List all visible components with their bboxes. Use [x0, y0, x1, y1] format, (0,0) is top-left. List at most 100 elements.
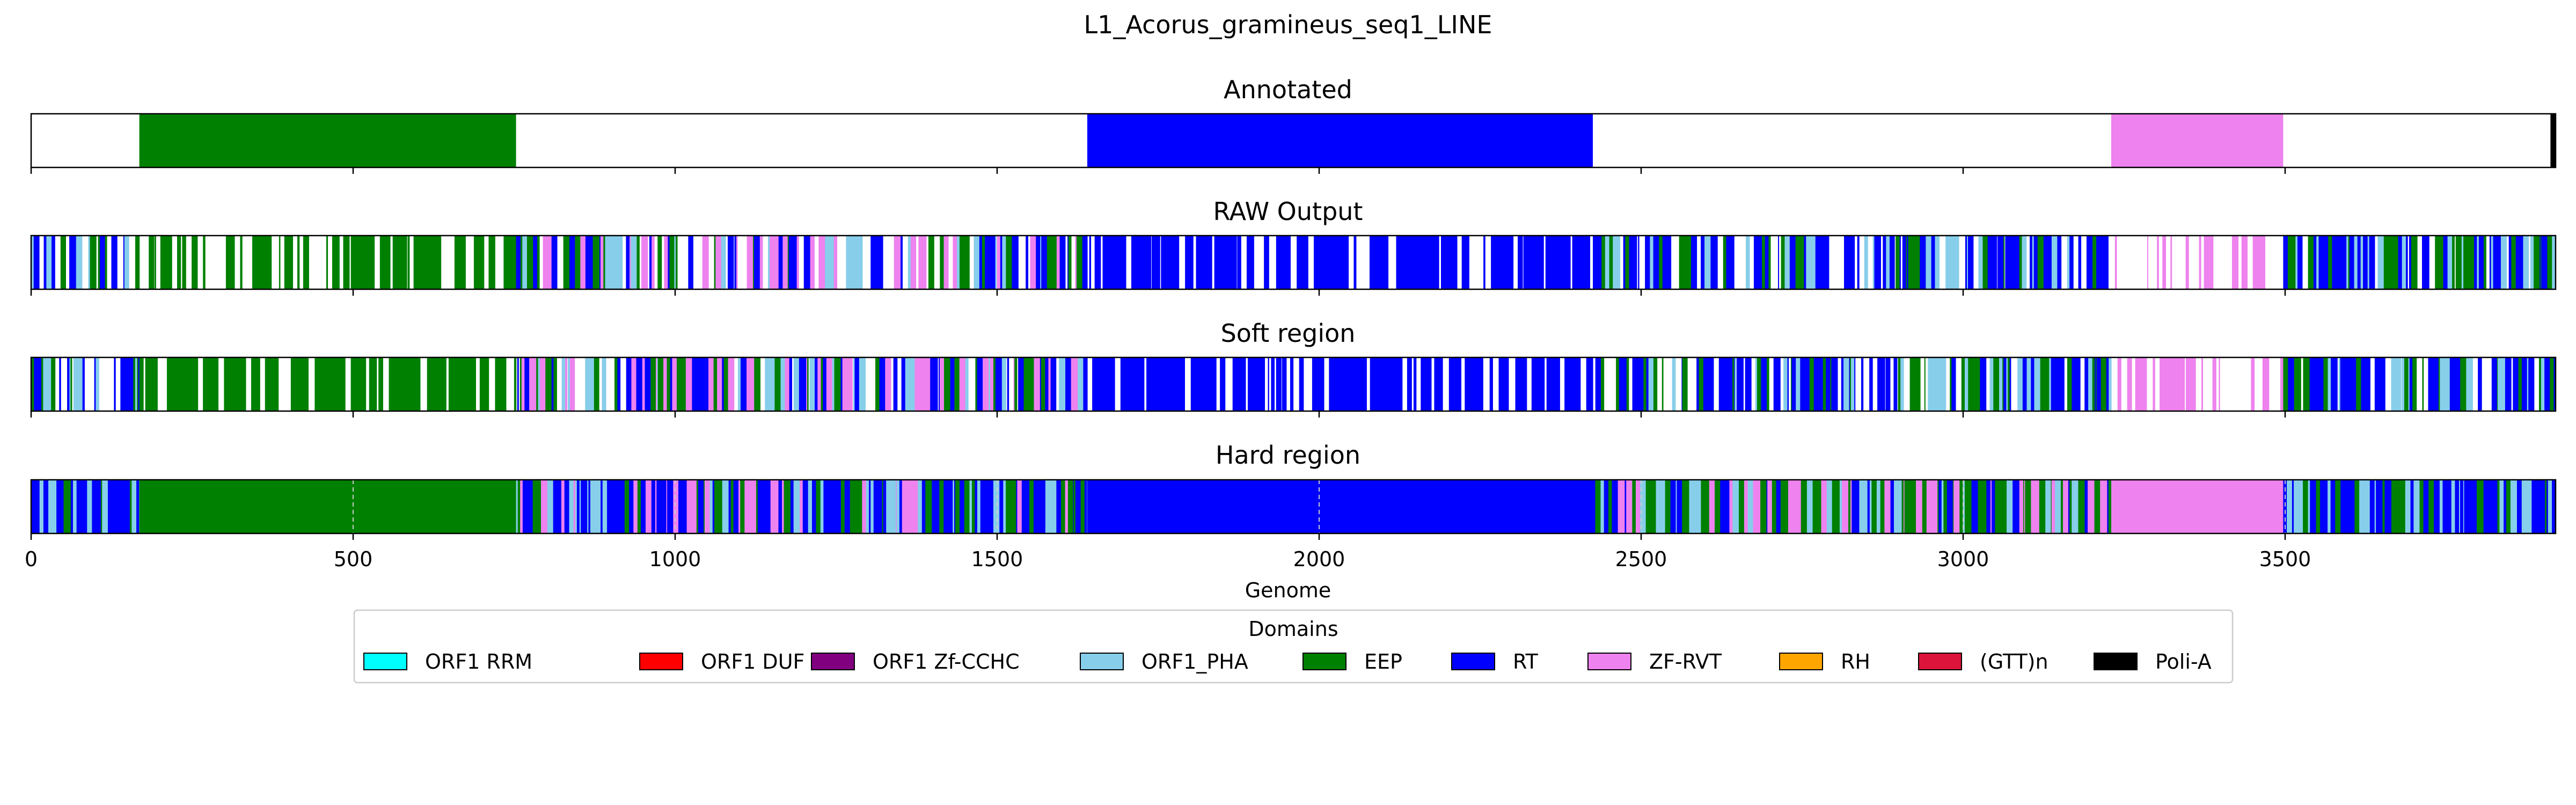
segment-eep [716, 357, 718, 411]
segment-rt [1670, 480, 1677, 533]
segment-orf1-pha [1938, 357, 1940, 411]
segment-rt [2074, 357, 2081, 411]
segment-rt [33, 236, 35, 289]
segment-zf-rvt [1758, 480, 1761, 533]
segment-rt [588, 480, 591, 533]
segment-orf1-pha [2440, 357, 2441, 411]
segment-rt [2068, 480, 2070, 533]
segment-rt [2051, 357, 2054, 411]
segment-rt [1876, 236, 1877, 289]
segment-rt [1773, 357, 1775, 411]
segment-eep [416, 480, 420, 533]
segment-rt [712, 480, 715, 533]
segment-eep [398, 357, 403, 411]
segment-zf-rvt [2193, 480, 2194, 533]
segment-rt [1703, 357, 1710, 411]
segment-rt [1333, 357, 1336, 411]
segment-orf1-pha [657, 357, 658, 411]
segment-rt [1282, 357, 1284, 411]
segment-rt [936, 357, 938, 411]
segment-rt [2298, 236, 2303, 289]
segment-eep [1699, 357, 1704, 411]
panel-title-soft-region: Soft region [1221, 319, 1356, 348]
segment-eep [129, 480, 132, 533]
segment-rt [2455, 480, 2460, 533]
segment-eep [435, 480, 438, 533]
segment-eep [1701, 480, 1707, 533]
segment-rt [1344, 236, 1347, 289]
segment-rt [2057, 236, 2062, 289]
segment-eep [378, 357, 383, 411]
segment-rt [94, 480, 98, 533]
segment-rt [1178, 357, 1185, 411]
segment-eep [2534, 236, 2540, 289]
segment-eep [389, 480, 395, 533]
segment-rt [1451, 357, 1455, 411]
segment-rt [1371, 357, 1377, 411]
segment-rt [1452, 236, 1458, 289]
segment-eep [166, 357, 173, 411]
segment-zf-rvt [773, 236, 779, 289]
segment-rt [2012, 480, 2016, 533]
segment-rt [960, 480, 965, 533]
segment-eep [356, 236, 362, 289]
segment-rt [1120, 357, 1125, 411]
segment-eep [484, 480, 488, 533]
segment-rt [1345, 480, 1348, 533]
segment-rt [1445, 480, 1452, 533]
segment-orf1-pha [2051, 236, 2057, 289]
segment-zf-rvt [2111, 480, 2113, 533]
segment-zf-rvt [641, 236, 648, 289]
segment-eep [614, 357, 618, 411]
segment-rt [1163, 236, 1169, 289]
segment-eep [834, 357, 841, 411]
segment-zf-rvt [2201, 357, 2204, 411]
segment-eep [229, 236, 235, 289]
segment-eep [360, 357, 363, 411]
segment-rt [1637, 357, 1644, 411]
segment-zf-rvt [1071, 357, 1075, 411]
segment-rt [2448, 480, 2452, 533]
segment-rt [1136, 357, 1139, 411]
segment-eep [714, 236, 716, 289]
segment-eep [133, 357, 136, 411]
segment-zf-rvt [2185, 357, 2190, 411]
segment-rt [1502, 480, 1506, 533]
segment-zf-rvt [692, 480, 697, 533]
segment-rt [1363, 357, 1365, 411]
segment-zf-rvt [796, 236, 799, 289]
segment-rt [1381, 480, 1388, 533]
segment-rt [1635, 357, 1638, 411]
segment-eep [377, 480, 384, 533]
segment-rt [111, 480, 116, 533]
segment-rt [979, 236, 983, 289]
segment-zf-rvt [911, 480, 913, 533]
segment-orf1-pha [2022, 236, 2027, 289]
segment-eep [197, 480, 204, 533]
segment-eep [2002, 357, 2004, 411]
segment-rt [1225, 480, 1228, 533]
segment-rt [1426, 480, 1429, 533]
segment-rt [2369, 480, 2375, 533]
segment-eep [344, 480, 348, 533]
segment-eep [1959, 480, 1963, 533]
segment-rt [2493, 480, 2498, 533]
segment-rt [901, 236, 903, 289]
segment-eep [208, 357, 210, 411]
segment-zf-rvt [704, 480, 711, 533]
segment-eep [163, 480, 169, 533]
segment-orf1-pha [860, 236, 863, 289]
segment-eep [1616, 357, 1620, 411]
segment-rt [977, 357, 983, 411]
segment-rt [1825, 236, 1829, 289]
segment-rt [2365, 357, 2370, 411]
segment-eep [274, 357, 279, 411]
segment-eep [526, 236, 533, 289]
segment-eep [237, 480, 240, 533]
segment-orf1-pha [1813, 236, 1816, 289]
segment-eep [2506, 480, 2511, 533]
segment-eep [368, 480, 374, 533]
segment-zf-rvt [2164, 480, 2168, 533]
segment-rt [1424, 357, 1431, 411]
segment-eep [2354, 480, 2360, 533]
